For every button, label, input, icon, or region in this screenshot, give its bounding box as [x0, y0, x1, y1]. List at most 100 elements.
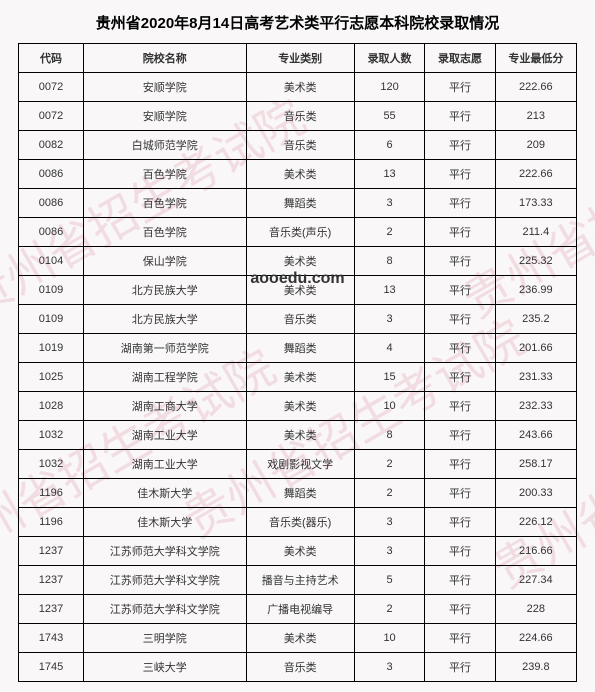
cell-wish: 平行: [425, 305, 495, 334]
cell-code: 1196: [19, 479, 84, 508]
cell-score: 211.4: [495, 218, 576, 247]
cell-count: 13: [354, 276, 424, 305]
cell-major: 美术类: [246, 624, 354, 653]
cell-code: 1196: [19, 508, 84, 537]
cell-count: 3: [354, 189, 424, 218]
cell-code: 1032: [19, 450, 84, 479]
cell-score: 173.33: [495, 189, 576, 218]
cell-code: 0072: [19, 102, 84, 131]
cell-score: 243.66: [495, 421, 576, 450]
cell-major: 音乐类: [246, 653, 354, 682]
cell-school: 江苏师范大学科文学院: [84, 537, 247, 566]
cell-wish: 平行: [425, 421, 495, 450]
cell-school: 保山学院: [84, 247, 247, 276]
cell-wish: 平行: [425, 276, 495, 305]
table-body: 0072安顺学院美术类120平行222.660072安顺学院音乐类55平行213…: [19, 73, 577, 682]
cell-score: 225.32: [495, 247, 576, 276]
cell-wish: 平行: [425, 653, 495, 682]
cell-wish: 平行: [425, 537, 495, 566]
cell-major: 戏剧影视文学: [246, 450, 354, 479]
cell-wish: 平行: [425, 334, 495, 363]
header-major: 专业类别: [246, 44, 354, 73]
cell-count: 2: [354, 479, 424, 508]
cell-score: 216.66: [495, 537, 576, 566]
table-row: 1196佳木斯大学舞蹈类2平行200.33: [19, 479, 577, 508]
cell-count: 3: [354, 508, 424, 537]
cell-code: 0082: [19, 131, 84, 160]
table-row: 0072安顺学院音乐类55平行213: [19, 102, 577, 131]
cell-score: 222.66: [495, 73, 576, 102]
table-row: 1028湖南工商大学美术类10平行232.33: [19, 392, 577, 421]
cell-school: 百色学院: [84, 160, 247, 189]
cell-code: 1019: [19, 334, 84, 363]
cell-code: 0086: [19, 160, 84, 189]
cell-code: 0104: [19, 247, 84, 276]
cell-count: 2: [354, 595, 424, 624]
cell-code: 0086: [19, 189, 84, 218]
cell-wish: 平行: [425, 247, 495, 276]
cell-major: 音乐类(器乐): [246, 508, 354, 537]
cell-major: 音乐类(声乐): [246, 218, 354, 247]
cell-wish: 平行: [425, 189, 495, 218]
cell-score: 224.66: [495, 624, 576, 653]
cell-count: 2: [354, 218, 424, 247]
cell-major: 舞蹈类: [246, 334, 354, 363]
cell-wish: 平行: [425, 363, 495, 392]
cell-wish: 平行: [425, 508, 495, 537]
cell-wish: 平行: [425, 102, 495, 131]
cell-wish: 平行: [425, 392, 495, 421]
cell-school: 安顺学院: [84, 102, 247, 131]
cell-major: 广播电视编导: [246, 595, 354, 624]
cell-count: 10: [354, 392, 424, 421]
cell-code: 0072: [19, 73, 84, 102]
cell-major: 音乐类: [246, 305, 354, 334]
table-row: 1032湖南工业大学戏剧影视文学2平行258.17: [19, 450, 577, 479]
header-count: 录取人数: [354, 44, 424, 73]
cell-school: 江苏师范大学科文学院: [84, 595, 247, 624]
cell-school: 北方民族大学: [84, 276, 247, 305]
table-row: 0086百色学院舞蹈类3平行173.33: [19, 189, 577, 218]
cell-school: 安顺学院: [84, 73, 247, 102]
cell-score: 231.33: [495, 363, 576, 392]
cell-score: 232.33: [495, 392, 576, 421]
cell-code: 1743: [19, 624, 84, 653]
table-row: 0082白城师范学院音乐类6平行209: [19, 131, 577, 160]
cell-count: 13: [354, 160, 424, 189]
table-header-row: 代码 院校名称 专业类别 录取人数 录取志愿 专业最低分: [19, 44, 577, 73]
header-code: 代码: [19, 44, 84, 73]
cell-count: 5: [354, 566, 424, 595]
cell-score: 258.17: [495, 450, 576, 479]
cell-wish: 平行: [425, 218, 495, 247]
cell-wish: 平行: [425, 595, 495, 624]
table-row: 1237江苏师范大学科文学院播音与主持艺术5平行227.34: [19, 566, 577, 595]
overlay-url: aooedu.com: [250, 270, 344, 288]
cell-code: 1025: [19, 363, 84, 392]
cell-wish: 平行: [425, 624, 495, 653]
cell-major: 舞蹈类: [246, 479, 354, 508]
cell-major: 音乐类: [246, 131, 354, 160]
cell-count: 3: [354, 305, 424, 334]
cell-major: 播音与主持艺术: [246, 566, 354, 595]
cell-score: 227.34: [495, 566, 576, 595]
cell-school: 三明学院: [84, 624, 247, 653]
cell-wish: 平行: [425, 73, 495, 102]
table-row: 0109北方民族大学音乐类3平行235.2: [19, 305, 577, 334]
cell-code: 1237: [19, 595, 84, 624]
cell-count: 6: [354, 131, 424, 160]
cell-major: 美术类: [246, 392, 354, 421]
cell-major: 美术类: [246, 421, 354, 450]
table-container: 代码 院校名称 专业类别 录取人数 录取志愿 专业最低分 0072安顺学院美术类…: [0, 43, 595, 692]
cell-score: 226.12: [495, 508, 576, 537]
cell-count: 10: [354, 624, 424, 653]
cell-code: 1028: [19, 392, 84, 421]
cell-score: 201.66: [495, 334, 576, 363]
header-score: 专业最低分: [495, 44, 576, 73]
cell-score: 213: [495, 102, 576, 131]
cell-major: 音乐类: [246, 102, 354, 131]
cell-wish: 平行: [425, 450, 495, 479]
cell-school: 湖南工业大学: [84, 450, 247, 479]
cell-school: 百色学院: [84, 189, 247, 218]
cell-code: 1237: [19, 566, 84, 595]
cell-count: 120: [354, 73, 424, 102]
cell-school: 湖南工业大学: [84, 421, 247, 450]
